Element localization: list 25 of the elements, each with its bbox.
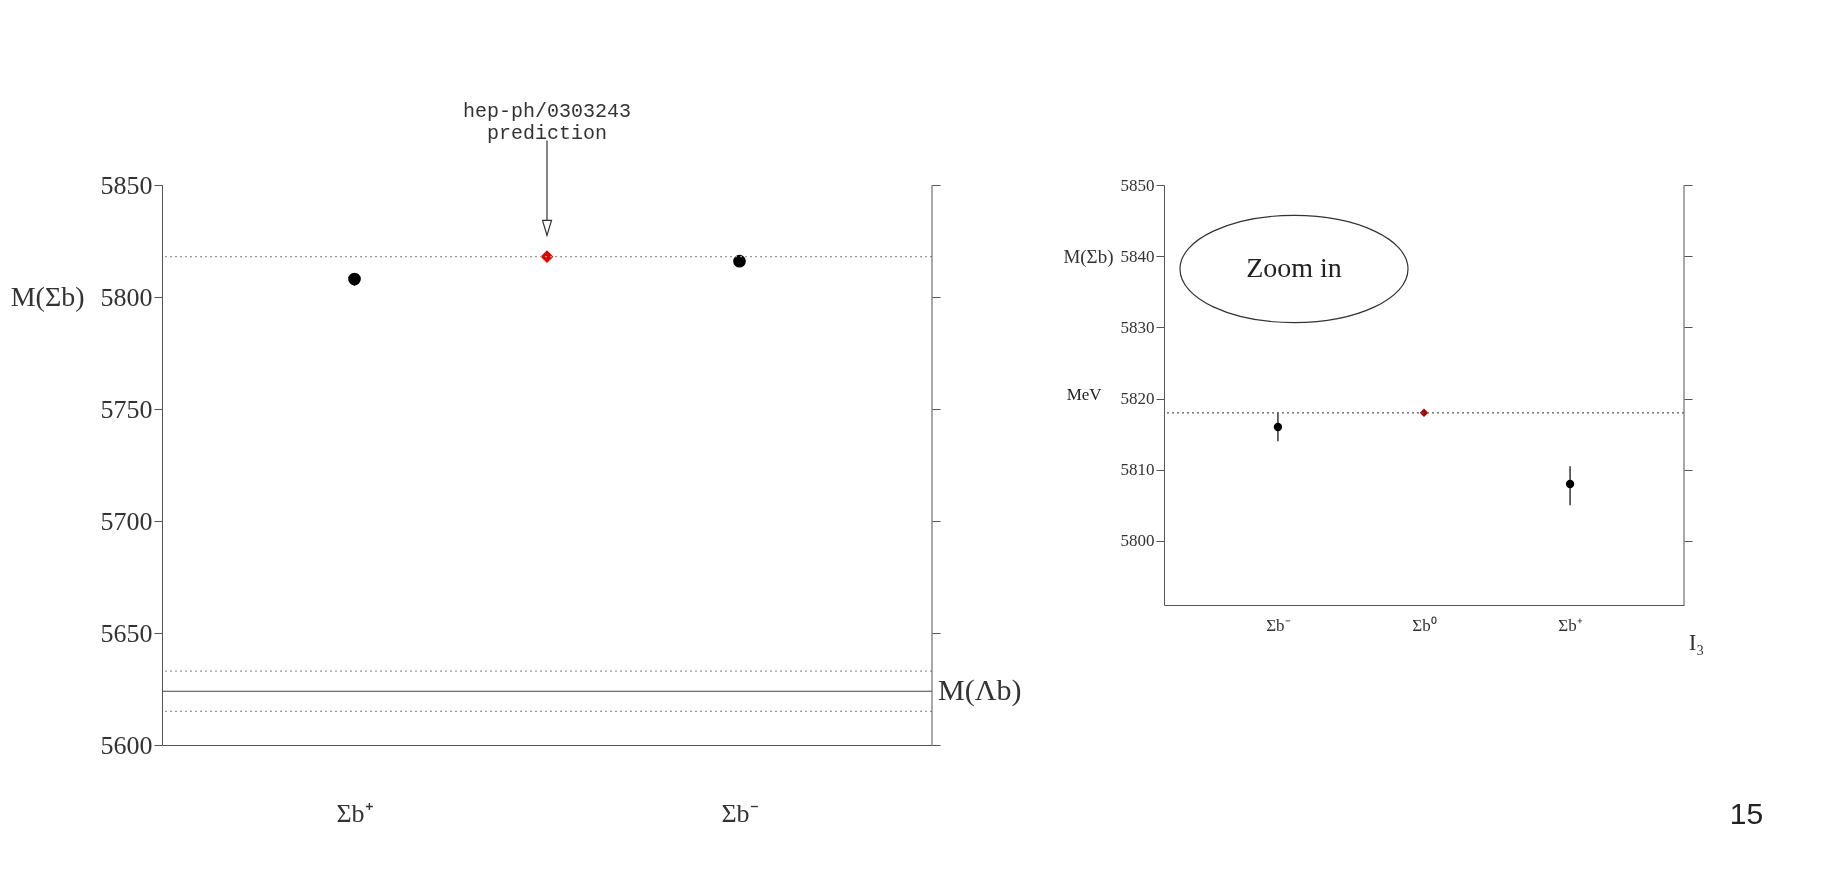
y-tick-label: 5700	[100, 506, 153, 536]
text: MeV	[1066, 385, 1103, 404]
y-tick-label: 5800	[1120, 531, 1155, 551]
x-tick-label: Σb⁺	[1558, 615, 1583, 635]
y-axis-title: M(Σb)	[1063, 245, 1114, 268]
annotation: Zoom in	[1246, 252, 1342, 283]
x-tick-label: Σb⁻	[721, 798, 759, 828]
y-tick-label: 5850	[1120, 175, 1155, 195]
x-axis-title: I₃	[1688, 629, 1705, 655]
y-tick-label: 5800	[100, 282, 153, 312]
y-tick-label: 5810	[1120, 460, 1155, 480]
y-tick-label: 5750	[100, 394, 153, 424]
y-tick-label: 5650	[100, 618, 153, 648]
y-tick-label: 5830	[1120, 317, 1155, 337]
text: 15	[1729, 797, 1764, 830]
y-tick-label: 5840	[1120, 246, 1155, 266]
y-axis-title: M(Σb)	[10, 280, 85, 312]
x-tick-label: Σb⁻	[1266, 615, 1291, 635]
y-tick-label: 5600	[100, 730, 153, 760]
ref-line-label: M(Λb)	[938, 673, 1022, 708]
x-tick-label: Σb⁰	[1412, 615, 1437, 635]
y-tick-label: 5820	[1120, 389, 1155, 409]
y-tick-label: 5850	[100, 170, 153, 200]
text: hep-ph/0303243 prediction	[462, 99, 632, 145]
x-tick-label: Σb⁺	[336, 798, 374, 828]
